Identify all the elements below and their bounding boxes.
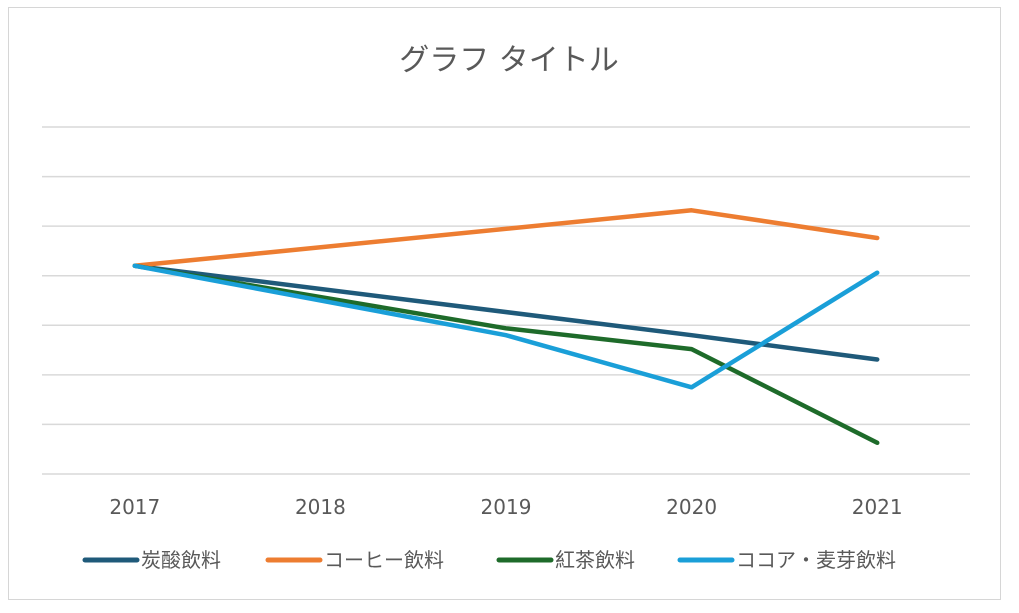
series-line (132, 208, 880, 269)
series-line (132, 263, 880, 446)
x-tick-label: 2020 (666, 495, 717, 519)
legend-label: ココア・麦芽飲料 (736, 548, 896, 572)
x-axis-ticks: 2017 2018 2019 2020 2021 (109, 495, 902, 519)
x-tick-label: 2021 (852, 495, 903, 519)
series-line (132, 263, 880, 362)
legend: 炭酸飲料 コーヒー飲料 紅茶飲料 ココア・麦芽飲料 (82, 548, 896, 572)
legend-label: コーヒー飲料 (324, 548, 444, 572)
x-tick-label: 2018 (295, 495, 346, 519)
series-line (132, 263, 880, 390)
legend-label: 紅茶飲料 (555, 548, 635, 572)
chart-title: グラフ タイトル (399, 43, 619, 78)
x-tick-label: 2017 (109, 495, 160, 519)
gridlines (42, 126, 970, 475)
legend-label: 炭酸飲料 (141, 548, 221, 572)
series-lines (132, 208, 880, 446)
chart-frame (8, 7, 1001, 600)
x-tick-label: 2019 (481, 495, 532, 519)
